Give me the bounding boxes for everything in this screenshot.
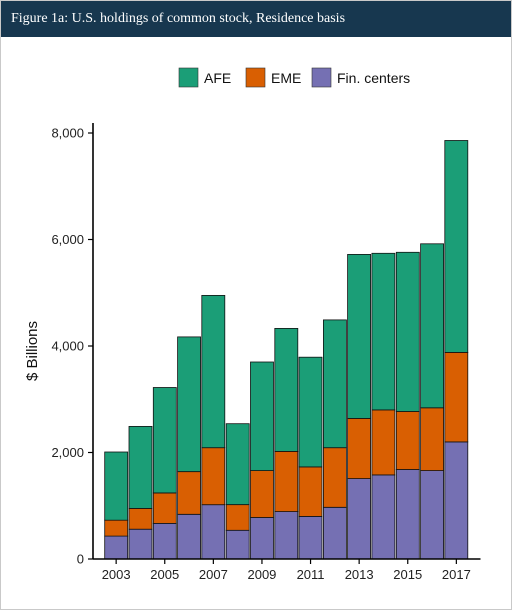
- y-tick-label: 6,000: [51, 232, 84, 247]
- bar-fin-centers-2003: [104, 535, 129, 560]
- y-tick-label: 2,000: [51, 445, 84, 460]
- bar-fin-centers-2015: [395, 469, 420, 560]
- legend-swatch-fin-centers: [311, 67, 332, 88]
- bar-afe-2011: [298, 356, 323, 468]
- bar-afe-2010: [274, 327, 299, 452]
- x-tick-label: 2017: [442, 567, 471, 582]
- bar-fin-centers-2013: [347, 478, 372, 560]
- legend-label-afe: AFE: [204, 70, 231, 86]
- bar-eme-2010: [274, 450, 299, 512]
- x-tick-label: 2011: [297, 567, 325, 582]
- x-tick-label: 2013: [345, 567, 374, 582]
- bar-afe-2013: [347, 253, 372, 419]
- bar-eme-2003: [104, 519, 129, 537]
- bar-afe-2012: [322, 319, 347, 449]
- bar-afe-2005: [152, 387, 177, 494]
- legend-label-eme: EME: [271, 70, 301, 86]
- bar-afe-2014: [371, 252, 396, 411]
- y-tick-label: 8,000: [51, 126, 84, 141]
- x-tick-label: 2009: [247, 567, 276, 582]
- bar-eme-2013: [347, 417, 372, 479]
- bar-eme-2005: [152, 492, 177, 524]
- legend-swatch-eme: [245, 67, 266, 88]
- bar-fin-centers-2008: [225, 529, 250, 560]
- bar-afe-2003: [104, 451, 129, 521]
- figure-title: Figure 1a: U.S. holdings of common stock…: [1, 1, 511, 37]
- bar-afe-2006: [177, 336, 202, 472]
- bar-eme-2011: [298, 466, 323, 517]
- x-tick-label: 2003: [102, 567, 131, 582]
- bar-afe-2007: [201, 294, 226, 449]
- bar-eme-2017: [444, 351, 469, 443]
- bar-afe-2016: [420, 243, 445, 409]
- bar-eme-2015: [395, 411, 420, 470]
- bar-afe-2008: [225, 423, 250, 506]
- bar-eme-2016: [420, 407, 445, 471]
- bar-fin-centers-2005: [152, 522, 177, 560]
- y-axis-label: $ Billions: [24, 321, 41, 381]
- y-tick-label: 4,000: [51, 339, 84, 354]
- bar-fin-centers-2007: [201, 504, 226, 560]
- bar-fin-centers-2016: [420, 470, 445, 560]
- y-tick-label: 0: [77, 552, 84, 567]
- bar-afe-2015: [395, 251, 420, 412]
- bar-eme-2014: [371, 409, 396, 476]
- bar-eme-2004: [128, 507, 153, 530]
- bar-eme-2012: [322, 447, 347, 508]
- bar-afe-2004: [128, 425, 153, 509]
- x-tick-label: 2005: [150, 567, 179, 582]
- bar-eme-2007: [201, 447, 226, 506]
- bar-afe-2009: [250, 361, 274, 471]
- bar-fin-centers-2009: [250, 517, 274, 560]
- legend-swatch-afe: [178, 67, 199, 88]
- bar-afe-2017: [444, 140, 469, 353]
- bar-fin-centers-2017: [444, 441, 469, 560]
- bar-fin-centers-2006: [177, 513, 202, 560]
- bar-fin-centers-2011: [298, 516, 323, 560]
- legend-label-fin-centers: Fin. centers: [337, 70, 410, 86]
- bar-eme-2008: [225, 504, 250, 531]
- bar-fin-centers-2012: [322, 506, 347, 560]
- bar-fin-centers-2004: [128, 528, 153, 560]
- bar-fin-centers-2010: [274, 511, 299, 560]
- x-tick-label: 2015: [393, 567, 422, 582]
- bar-eme-2009: [250, 470, 274, 518]
- bar-fin-centers-2014: [371, 474, 396, 560]
- x-tick-label: 2007: [199, 567, 228, 582]
- bar-eme-2006: [177, 471, 202, 515]
